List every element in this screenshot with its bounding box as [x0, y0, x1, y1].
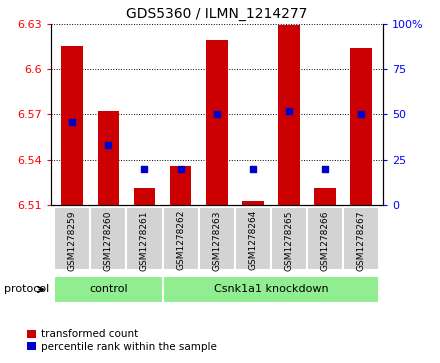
Bar: [98, 111, 119, 205]
Text: protocol: protocol: [4, 285, 50, 294]
Bar: [62, 46, 83, 205]
Bar: [314, 188, 336, 205]
Bar: [206, 40, 227, 205]
Bar: [343, 207, 379, 270]
Text: GSM1278261: GSM1278261: [140, 210, 149, 270]
Text: GSM1278265: GSM1278265: [284, 210, 293, 270]
Text: Csnk1a1 knockdown: Csnk1a1 knockdown: [213, 285, 328, 294]
Point: [105, 142, 112, 148]
Title: GDS5360 / ILMN_1214277: GDS5360 / ILMN_1214277: [126, 7, 308, 21]
Text: GSM1278259: GSM1278259: [68, 210, 77, 270]
Bar: [307, 207, 343, 270]
Point: [69, 119, 76, 125]
Bar: [271, 207, 307, 270]
Text: GSM1278267: GSM1278267: [357, 210, 366, 270]
Text: GSM1278264: GSM1278264: [248, 210, 257, 270]
Bar: [242, 200, 264, 205]
Point: [322, 166, 329, 172]
Bar: [162, 207, 198, 270]
Bar: [54, 276, 162, 303]
Bar: [134, 188, 155, 205]
Point: [177, 166, 184, 172]
Text: GSM1278266: GSM1278266: [320, 210, 330, 270]
Bar: [90, 207, 126, 270]
Text: GSM1278262: GSM1278262: [176, 210, 185, 270]
Text: GSM1278263: GSM1278263: [212, 210, 221, 270]
Bar: [170, 166, 191, 205]
Bar: [350, 48, 372, 205]
Point: [141, 166, 148, 172]
Bar: [126, 207, 162, 270]
Bar: [162, 276, 379, 303]
Text: control: control: [89, 285, 128, 294]
Bar: [54, 207, 90, 270]
Legend: transformed count, percentile rank within the sample: transformed count, percentile rank withi…: [27, 329, 216, 352]
Text: GSM1278260: GSM1278260: [104, 210, 113, 270]
Point: [358, 111, 365, 117]
Bar: [278, 25, 300, 205]
Bar: [198, 207, 235, 270]
Bar: [235, 207, 271, 270]
Point: [286, 108, 293, 114]
Point: [213, 111, 220, 117]
Point: [249, 166, 257, 172]
